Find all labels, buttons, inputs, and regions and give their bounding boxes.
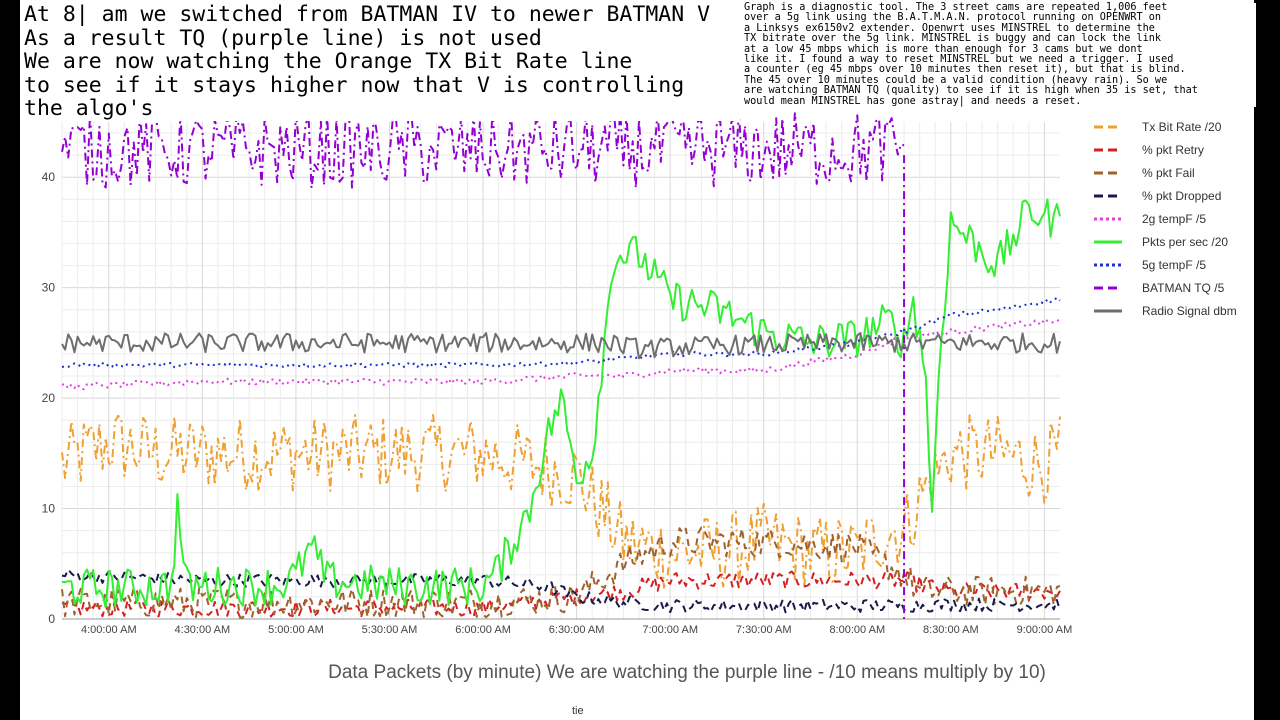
left-annotation: At 8| am we switched from BATMAN IV to n… — [24, 3, 740, 121]
series-line-5 — [61, 198, 1061, 609]
series-line-3 — [61, 568, 1061, 614]
legend-label: BATMAN TQ /5 — [1142, 281, 1225, 295]
gridlines — [61, 122, 1060, 620]
left-border — [0, 0, 20, 720]
x-tick-label: 6:30:00 AM — [549, 624, 605, 636]
x-tick-label: 9:00:00 AM — [1017, 624, 1073, 636]
x-tick-label: 6:00:00 AM — [455, 624, 511, 636]
series-line-2 — [61, 526, 1061, 619]
x-tick-label: 7:30:00 AM — [736, 624, 792, 636]
y-tick-label: 40 — [42, 170, 56, 184]
right-border — [1254, 0, 1280, 720]
legend-label: % pkt Retry — [1142, 143, 1204, 157]
x-tick-label: 8:30:00 AM — [923, 624, 979, 636]
chart-caption: Data Packets (by minute) We are watching… — [328, 662, 1046, 683]
series-line-8 — [61, 332, 1061, 360]
y-axis: 0 10 20 30 40 — [42, 170, 56, 626]
legend-label: % pkt Fail — [1142, 166, 1195, 180]
y-tick-label: 0 — [48, 612, 55, 626]
legend-label: 5g tempF /5 — [1142, 258, 1206, 272]
series-layer — [61, 110, 1061, 619]
y-tick-label: 20 — [42, 391, 56, 405]
x-tick-label: 4:30:00 AM — [175, 624, 231, 636]
x-tick-label: 8:00:00 AM — [829, 624, 885, 636]
legend-label: Pkts per sec /20 — [1142, 235, 1228, 249]
legend: Tx Bit Rate /20 % pkt Retry % pkt Fail % pk… — [1094, 120, 1237, 318]
legend-label: 2g tempF /5 — [1142, 212, 1206, 226]
series-line-0 — [61, 413, 1061, 589]
footer-text: tie — [572, 705, 584, 717]
x-tick-label: 7:00:00 AM — [642, 624, 698, 636]
x-axis: 4:00:00 AM 4:30:00 AM 5:00:00 AM 5:30:00 AM… — [81, 624, 1072, 636]
x-tick-label: 5:00:00 AM — [268, 624, 324, 636]
x-tick-label: 4:00:00 AM — [81, 624, 137, 636]
legend-label: % pkt Dropped — [1142, 189, 1221, 203]
legend-label: Tx Bit Rate /20 — [1142, 120, 1222, 134]
x-tick-label: 5:30:00 AM — [362, 624, 418, 636]
series-line-7 — [61, 110, 905, 189]
y-tick-label: 30 — [42, 281, 56, 295]
series-line-1 — [61, 570, 1061, 618]
legend-label: Radio Signal dbm — [1142, 304, 1237, 318]
right-annotation: Graph is a diagnostic tool. The 3 street… — [744, 2, 1256, 108]
y-tick-label: 10 — [42, 502, 56, 516]
